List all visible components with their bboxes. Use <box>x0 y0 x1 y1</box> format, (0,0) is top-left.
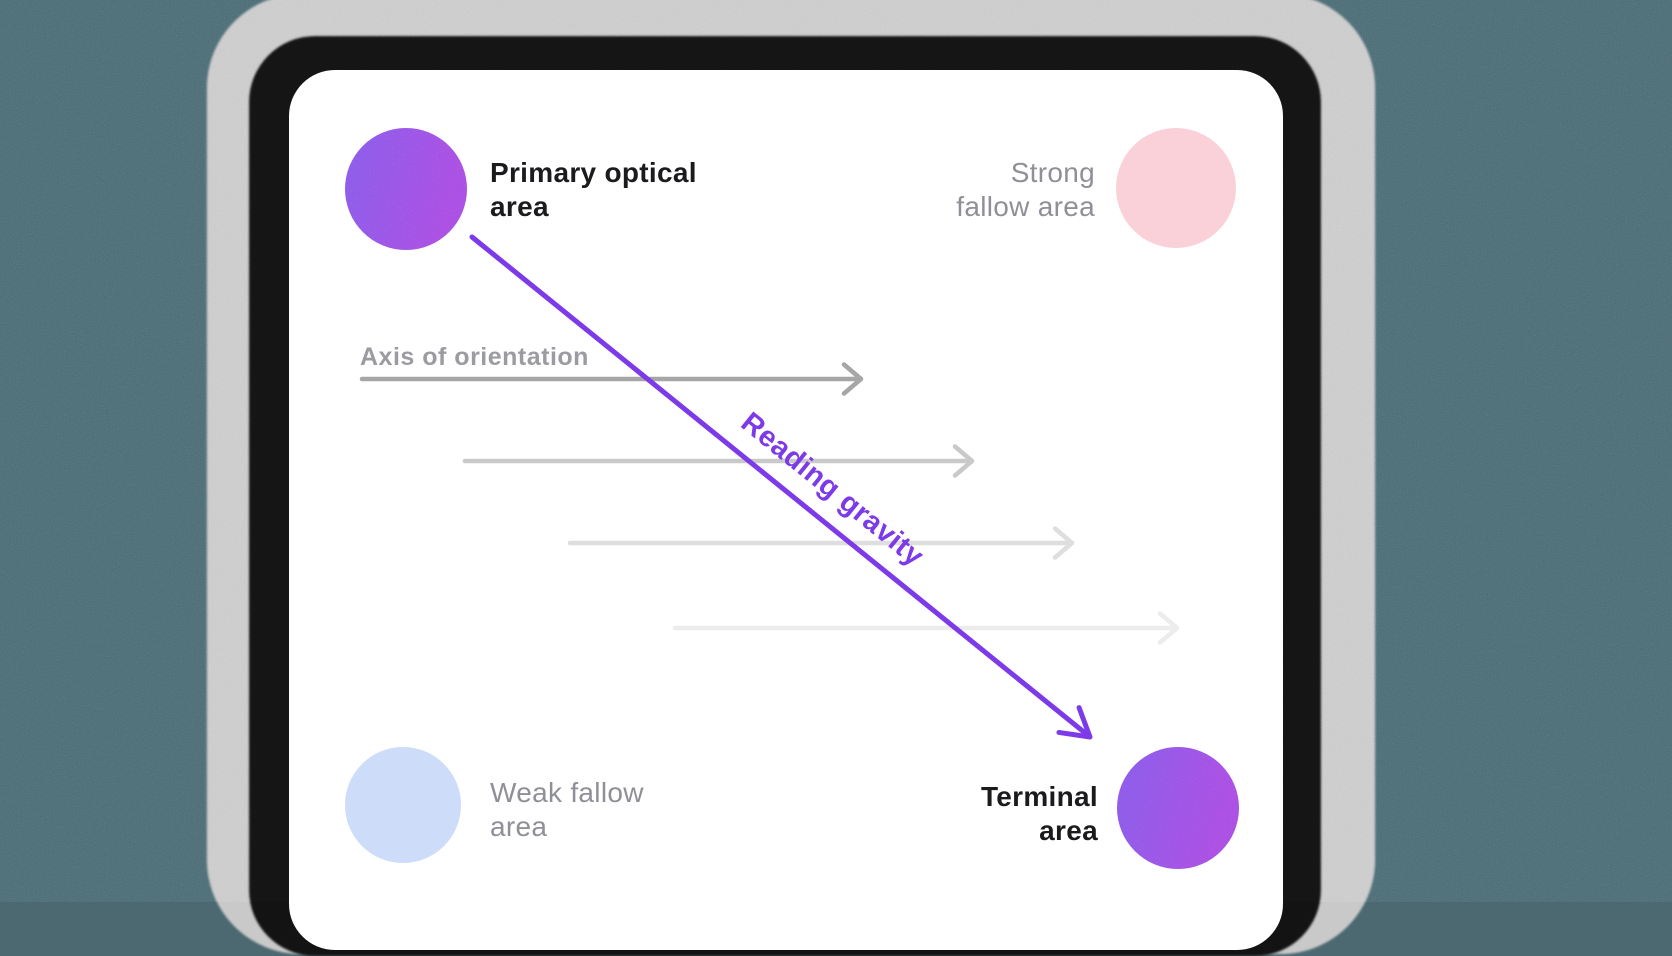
label-line: area <box>490 191 549 222</box>
label-axis-of-orientation: Axis of orientation <box>360 343 589 371</box>
label-terminal-area: Terminal area <box>981 780 1098 848</box>
strong-fallow-area-circle <box>1116 128 1236 248</box>
label-strong-fallow-area: Strong fallow area <box>956 156 1095 224</box>
primary-optical-area-circle <box>345 128 467 250</box>
label-line: area <box>490 811 548 842</box>
diagram-content: Primary optical area Strong fallow area … <box>345 128 1239 869</box>
label-line: area <box>1039 815 1098 846</box>
label-primary-optical-area: Primary optical area <box>490 156 697 224</box>
weak-fallow-area-circle <box>345 747 461 863</box>
label-weak-fallow-area: Weak fallow area <box>490 776 644 844</box>
label-line: Primary optical <box>490 157 697 188</box>
arrows-layer <box>359 234 1180 740</box>
label-line: fallow area <box>956 191 1095 222</box>
label-line: Terminal <box>980 781 1098 812</box>
label-line: Weak fallow <box>490 777 644 808</box>
label-line: Strong <box>1010 157 1095 188</box>
terminal-area-circle <box>1117 747 1239 869</box>
label-reading-gravity: Reading gravity <box>734 406 930 573</box>
